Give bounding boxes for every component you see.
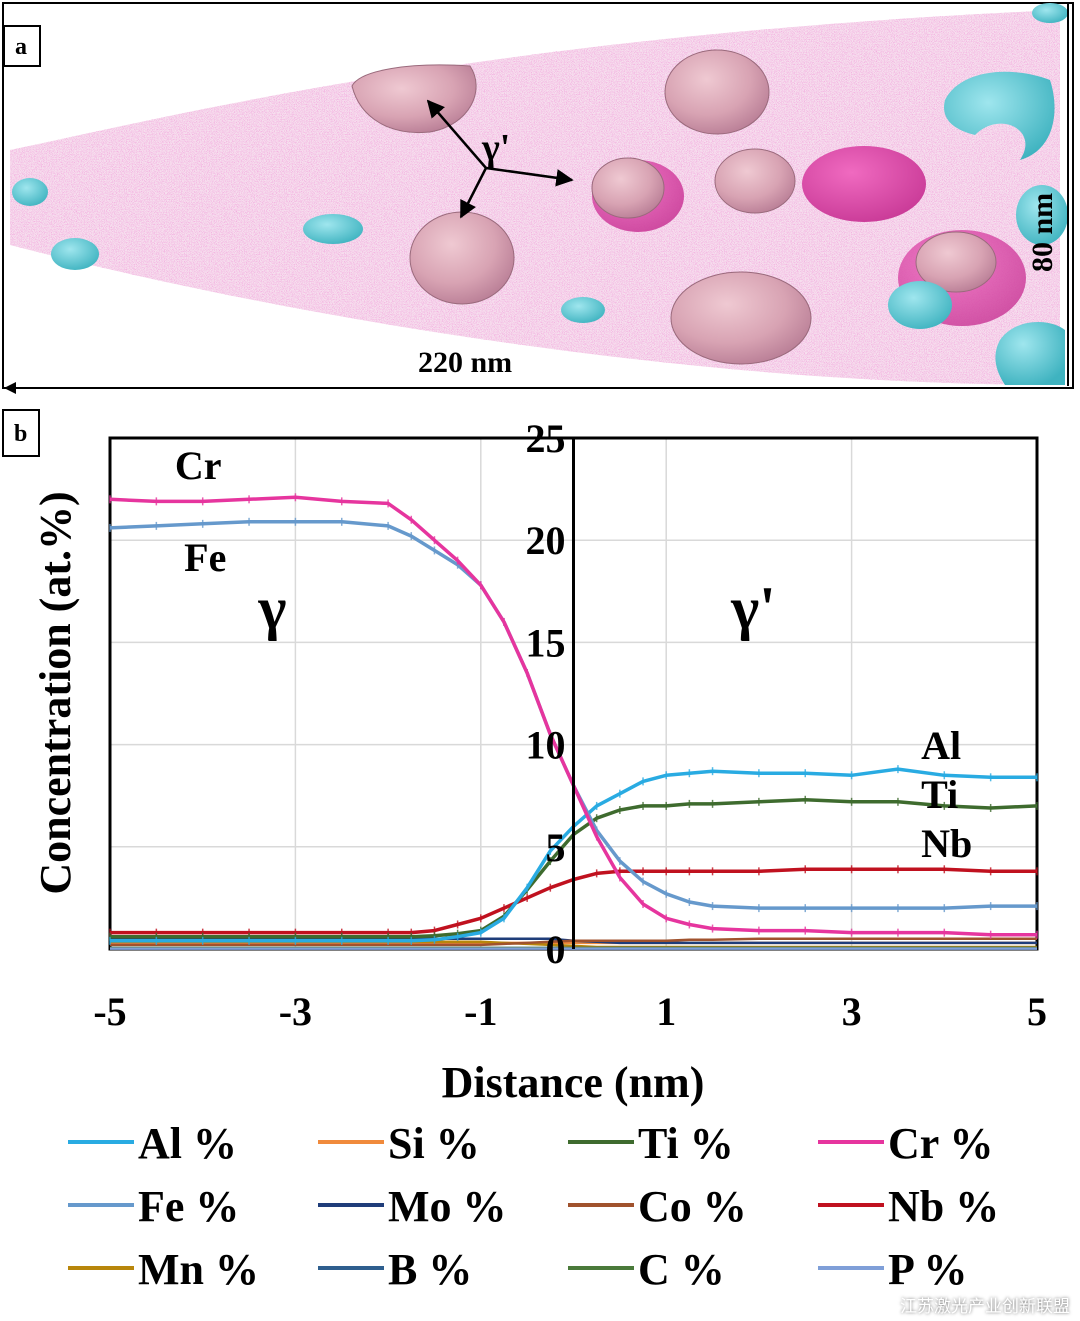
x-tick-label: -5 (93, 989, 126, 1034)
series-line (110, 867, 1037, 935)
legend-item: Al % (68, 1119, 237, 1168)
y-tick-label: 10 (526, 723, 566, 768)
x-tick-label: 5 (1027, 989, 1047, 1034)
y-tick-labels: 0 5 10 15 20 25 (526, 416, 566, 972)
y-tick-label: 25 (526, 416, 566, 461)
scale-label-vertical: 80 nm (1026, 193, 1059, 272)
y-tick-label: 20 (526, 518, 566, 563)
series-mo (110, 937, 1037, 945)
panel-b-label-box (2, 409, 40, 457)
legend-item: B % (318, 1245, 472, 1294)
panel-b-label: b (14, 421, 27, 447)
precipitate (409, 211, 515, 305)
particle (1032, 3, 1068, 23)
cyan-particles (12, 3, 1068, 385)
x-tick-label: 1 (656, 989, 676, 1034)
series-al (109, 765, 1038, 945)
legend-item: Si % (318, 1119, 480, 1168)
arrow (426, 99, 487, 169)
series-line (110, 767, 1037, 943)
annotation-label: Al (921, 723, 961, 768)
legend-label: Mn % (138, 1245, 259, 1294)
series-line (110, 798, 1038, 939)
legend-label: P % (888, 1245, 967, 1294)
legend-label: Fe % (138, 1182, 239, 1231)
precipitate (351, 64, 477, 134)
precipitate (591, 157, 665, 219)
precipitate (664, 49, 770, 135)
legend-item: Mn % (68, 1245, 259, 1294)
particle (888, 281, 952, 329)
legend-item: Cr % (818, 1119, 994, 1168)
scale-label-horizontal: 220 nm (418, 346, 512, 379)
legend-label: C % (638, 1245, 725, 1294)
legend-label: Mo % (388, 1182, 507, 1231)
legend-label: Cr % (888, 1119, 994, 1168)
series-line (110, 937, 1037, 947)
particle (12, 178, 48, 206)
legend-label: Al % (138, 1119, 237, 1168)
annotation-label: Cr (175, 443, 222, 488)
annotation-label: Nb (921, 821, 972, 866)
annotation-label: γ' (730, 575, 776, 641)
legend-item: C % (568, 1245, 725, 1294)
annotation-label: Ti (921, 772, 958, 817)
arrow (459, 167, 488, 219)
x-tick-labels: -5 -3 -1 1 3 5 (93, 989, 1047, 1034)
precipitate (915, 231, 997, 293)
legend-item: P % (818, 1245, 967, 1294)
particle (561, 297, 605, 323)
scale-bar-arrowhead (4, 382, 16, 394)
y-tick-label: 5 (546, 825, 566, 870)
precipitate (714, 148, 796, 214)
gamma-prime-precipitates (351, 49, 1026, 365)
panel-a-label: a (15, 34, 27, 60)
particle (303, 214, 363, 244)
series-ti (109, 795, 1038, 941)
series-layer (109, 493, 1038, 950)
legend-label: Co % (638, 1182, 747, 1231)
x-tick-label: -3 (279, 989, 312, 1034)
legend-item: Nb % (818, 1182, 999, 1231)
legend-label: Si % (388, 1119, 480, 1168)
y-axis-title: Concentration (at.%) (31, 491, 80, 894)
watermark: 江苏激光产业创新联盟 (900, 1297, 1070, 1317)
series-co (110, 937, 1037, 947)
legend: Al % Si % Ti % Cr % Fe % Mo % Co % Nb % Mn % B % C… (68, 1119, 999, 1294)
particle (1016, 185, 1068, 245)
particle (51, 238, 99, 270)
gamma-prime-label: γ' (481, 127, 510, 169)
series-line (109, 495, 1037, 937)
legend-label: Nb % (888, 1182, 999, 1231)
x-axis-title: Distance (nm) (442, 1058, 705, 1107)
particle (944, 71, 1055, 160)
x-tick-label: 3 (842, 989, 862, 1034)
series-line (110, 937, 1037, 945)
legend-item: Ti % (568, 1119, 734, 1168)
precipitate (670, 271, 812, 365)
panel-a-label-box (3, 25, 41, 67)
precipitate (802, 146, 926, 222)
arrow (485, 166, 574, 187)
legend-item: Fe % (68, 1182, 239, 1231)
gamma-prime-arrows (426, 99, 574, 219)
y-tick-label: 15 (526, 620, 566, 665)
legend-item: Co % (568, 1182, 747, 1231)
y-tick-label: 0 (546, 927, 566, 972)
legend-label: B % (388, 1245, 472, 1294)
particle (995, 321, 1065, 385)
annotation-label: Fe (184, 535, 226, 580)
legend-item: Mo % (318, 1182, 507, 1231)
annotation-label: γ (257, 575, 286, 641)
legend-label: Ti % (638, 1119, 734, 1168)
x-tick-label: -1 (464, 989, 497, 1034)
panel-a: γ' 220 nm 80 nm a (2, 2, 1074, 394)
